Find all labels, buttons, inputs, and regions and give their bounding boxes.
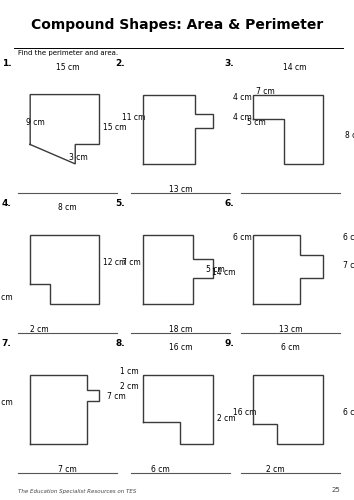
Text: 14 cm: 14 cm [284,64,307,72]
Text: 7 cm: 7 cm [107,392,126,400]
Text: 2 cm: 2 cm [30,324,49,334]
Text: 7 cm: 7 cm [122,258,141,267]
Text: 2 cm: 2 cm [266,464,285,473]
Text: 4 cm: 4 cm [233,114,252,122]
Text: 9.: 9. [225,339,235,348]
Text: 2 cm: 2 cm [0,294,13,302]
Text: 6 cm: 6 cm [281,344,299,352]
Text: 3.: 3. [225,59,234,68]
Text: 7 cm: 7 cm [256,87,275,96]
Text: 6.: 6. [225,199,234,208]
Text: 14 cm: 14 cm [212,268,236,277]
Text: 8 cm: 8 cm [58,204,76,212]
Text: 2 cm: 2 cm [217,414,236,424]
Text: 15 cm: 15 cm [103,123,126,132]
Text: 6 cm: 6 cm [343,232,354,241]
Text: 25: 25 [331,488,340,494]
Text: 2 cm: 2 cm [120,382,138,391]
Text: 9 cm: 9 cm [26,118,45,127]
Text: 7.: 7. [2,339,12,348]
Text: 2.: 2. [115,59,125,68]
Text: 12 cm: 12 cm [103,258,126,267]
Text: 11 cm: 11 cm [122,114,145,122]
Text: 18 cm: 18 cm [169,324,192,334]
Text: 13 cm: 13 cm [169,184,192,194]
Text: 5 cm: 5 cm [0,398,13,407]
Text: The Education Specialist Resources on TES: The Education Specialist Resources on TE… [18,488,136,494]
Text: 3 cm: 3 cm [69,154,88,162]
Text: Compound Shapes: Area & Perimeter: Compound Shapes: Area & Perimeter [31,18,323,32]
Text: 4 cm: 4 cm [233,92,252,102]
Text: 5.: 5. [115,199,125,208]
Text: 1.: 1. [2,59,11,68]
Text: 5 cm: 5 cm [206,265,224,274]
Text: 5 cm: 5 cm [247,118,266,127]
Text: 16 cm: 16 cm [233,408,257,417]
Text: 6 cm: 6 cm [343,408,354,417]
Text: 8.: 8. [115,339,125,348]
Text: 6 cm: 6 cm [152,464,170,473]
Text: Find the perimeter and area.: Find the perimeter and area. [18,50,118,56]
Text: 16 cm: 16 cm [169,344,192,352]
Text: 13 cm: 13 cm [279,324,302,334]
Text: 1 cm: 1 cm [120,367,138,376]
Text: 6 cm: 6 cm [233,232,252,241]
Text: 7 cm: 7 cm [343,261,354,270]
Text: 8 cm: 8 cm [345,130,354,140]
Text: 4.: 4. [2,199,12,208]
Text: 7 cm: 7 cm [58,464,76,473]
Text: 15 cm: 15 cm [56,64,79,72]
